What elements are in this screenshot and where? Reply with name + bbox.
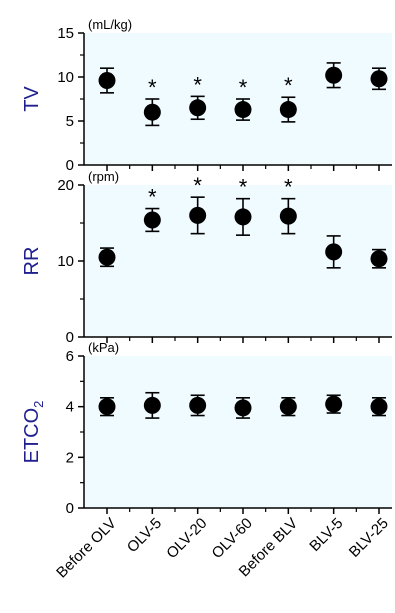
data-point bbox=[325, 243, 343, 261]
panel-rr: 0 10 20 (rpm) RR * * * * bbox=[21, 169, 392, 346]
data-point bbox=[189, 396, 207, 414]
panel-tv: 0 5 10 15 (mL/kg) TV * * * * bbox=[21, 17, 392, 174]
data-point bbox=[98, 398, 116, 416]
significance-star: * bbox=[239, 175, 248, 200]
significance-star: * bbox=[193, 173, 202, 198]
y-axis-label: ETCO2 bbox=[21, 401, 46, 464]
data-point bbox=[234, 101, 252, 119]
x-tick-label: OLV-5 bbox=[124, 515, 165, 556]
significance-star: * bbox=[193, 72, 202, 97]
data-point bbox=[279, 398, 297, 416]
data-point bbox=[279, 207, 297, 225]
x-tick-label: OLV-20 bbox=[163, 515, 210, 562]
data-point bbox=[143, 396, 161, 414]
y-axis-label-subscript: 2 bbox=[31, 401, 46, 408]
y-tick-label: 0 bbox=[66, 329, 74, 346]
y-tick-label: 2 bbox=[66, 449, 74, 466]
x-tick-label: BLV-25 bbox=[346, 515, 392, 561]
data-point bbox=[370, 70, 388, 88]
y-tick-label: 4 bbox=[66, 399, 74, 416]
data-point bbox=[143, 211, 161, 229]
significance-star: * bbox=[284, 175, 293, 200]
y-axis-label: RR bbox=[21, 247, 43, 276]
significance-star: * bbox=[148, 75, 157, 100]
y-tick-label: 10 bbox=[57, 69, 74, 86]
data-point bbox=[325, 395, 343, 413]
x-tick-label: BLV-5 bbox=[306, 515, 346, 555]
data-point bbox=[98, 248, 116, 266]
unit-label: (kPa) bbox=[88, 340, 119, 355]
significance-star: * bbox=[284, 73, 293, 98]
x-tick-label: Before OLV bbox=[53, 515, 120, 582]
y-tick-label: 6 bbox=[66, 348, 74, 365]
y-tick-label: 15 bbox=[57, 25, 74, 42]
data-point bbox=[189, 206, 207, 224]
data-point bbox=[143, 103, 161, 121]
panel-background bbox=[84, 356, 392, 508]
y-axis-label-main: TV bbox=[21, 86, 43, 112]
y-axis-label-main: RR bbox=[21, 247, 43, 276]
data-point bbox=[325, 66, 343, 84]
y-axis-label-main: ETCO bbox=[21, 408, 43, 464]
data-point bbox=[370, 250, 388, 268]
data-point bbox=[370, 398, 388, 416]
data-point bbox=[234, 399, 252, 417]
data-point bbox=[279, 101, 297, 119]
y-tick-label: 5 bbox=[66, 113, 74, 130]
y-tick-label: 10 bbox=[57, 253, 74, 270]
significance-star: * bbox=[239, 75, 248, 100]
data-point bbox=[234, 208, 252, 226]
data-point bbox=[189, 99, 207, 117]
panel-background bbox=[84, 185, 392, 337]
y-tick-label: 20 bbox=[57, 177, 74, 194]
data-point bbox=[98, 72, 116, 90]
y-tick-label: 0 bbox=[66, 157, 74, 174]
y-axis-label: TV bbox=[21, 86, 43, 112]
y-tick-label: 0 bbox=[66, 500, 74, 517]
significance-star: * bbox=[148, 185, 157, 210]
unit-label: (mL/kg) bbox=[88, 17, 132, 32]
unit-label: (rpm) bbox=[88, 169, 119, 184]
